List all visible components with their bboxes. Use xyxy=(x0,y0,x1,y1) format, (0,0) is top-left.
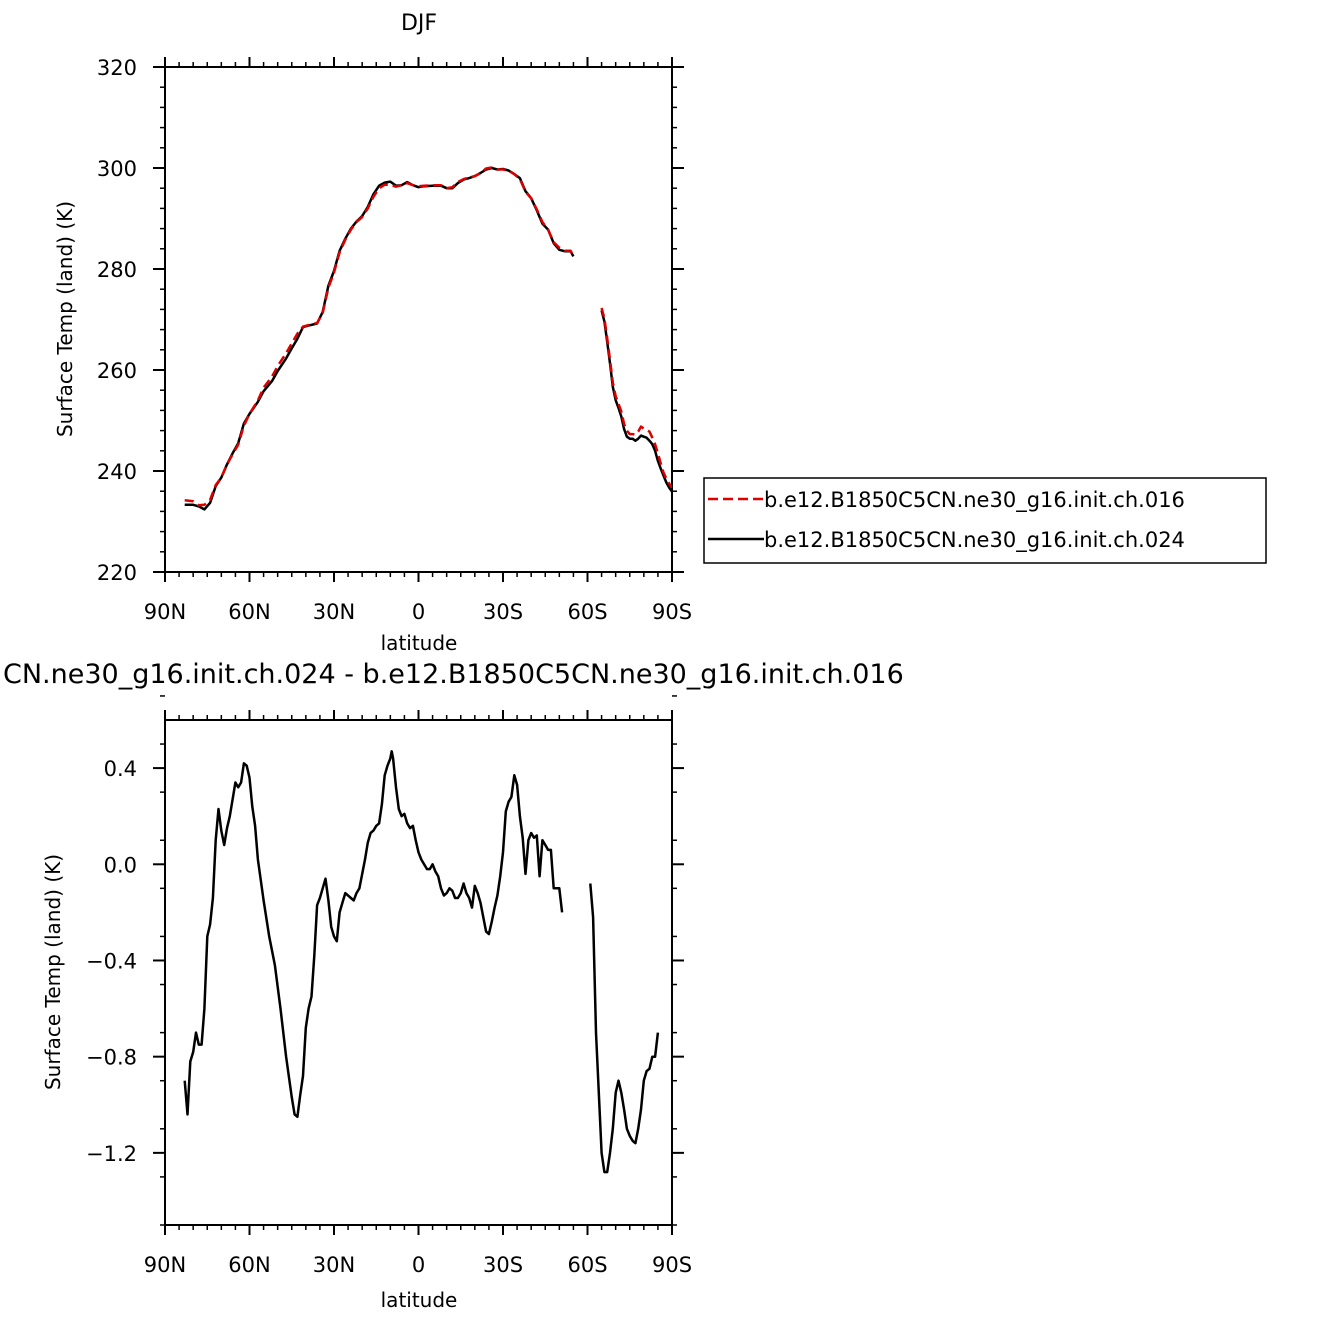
legend-box xyxy=(703,477,1267,564)
x-tick-label: 90S xyxy=(652,1253,692,1277)
x-tick-label: 60N xyxy=(228,1253,270,1277)
x-tick-label: 0 xyxy=(412,600,425,624)
x-tick-label: 30N xyxy=(313,1253,355,1277)
y-tick-label: −1.2 xyxy=(86,1142,137,1166)
series-line-1 xyxy=(184,166,575,507)
top-chart-legend: b.e12.B1850C5CN.ne30_g16.init.ch.016 b.e… xyxy=(703,477,1267,564)
x-tick-label: 90N xyxy=(144,600,186,624)
y-tick-label: 300 xyxy=(97,157,137,181)
y-tick-label: −0.4 xyxy=(86,949,137,973)
x-tick-label: 30S xyxy=(483,1253,523,1277)
series-line-1 xyxy=(183,750,564,1119)
x-tick-label: 60S xyxy=(567,1253,607,1277)
y-tick-label: 320 xyxy=(97,56,137,80)
x-tick-label: 90S xyxy=(652,600,692,624)
plot-frame xyxy=(164,719,673,1226)
y-tick-label: 280 xyxy=(97,258,137,282)
x-tick-label: 60N xyxy=(228,600,270,624)
top-chart-title: DJF xyxy=(401,11,437,36)
series-line-2 xyxy=(184,166,575,511)
x-tick-label: 60S xyxy=(567,600,607,624)
top-chart-y-axis-label: Surface Temp (land) (K) xyxy=(53,201,77,437)
bottom-chart-x-axis-label: latitude xyxy=(381,1288,458,1312)
x-tick-label: 30N xyxy=(313,600,355,624)
legend-label-series-1: b.e12.B1850C5CN.ne30_g16.init.ch.016 xyxy=(764,488,1185,513)
y-tick-label: 240 xyxy=(97,460,137,484)
bottom-chart: CN.ne30_g16.init.ch.024 - b.e12.B1850C5C… xyxy=(3,659,904,1312)
series-line-1 xyxy=(589,883,660,1174)
top-chart: DJF 90N 60N 30N 0 30S 60S 90S 220 240 260 280 300 32… xyxy=(53,11,1267,655)
x-tick-label: 0 xyxy=(412,1253,425,1277)
bottom-chart-y-axis-label: Surface Temp (land) (K) xyxy=(41,854,65,1090)
y-tick-label: −0.8 xyxy=(86,1046,137,1070)
series-line-1 xyxy=(600,307,672,489)
y-tick-label: 220 xyxy=(97,561,137,585)
bottom-chart-plot: 90N 60N 30N 0 30S 60S 90S 0.4 0.0 −0.4 −0.8 −1.2 xyxy=(86,695,692,1277)
series-line-2 xyxy=(600,310,672,493)
x-tick-label: 90N xyxy=(144,1253,186,1277)
y-tick-label: 260 xyxy=(97,359,137,383)
y-tick-label: 0.4 xyxy=(104,757,137,781)
top-chart-x-axis-label: latitude xyxy=(381,631,458,655)
legend-label-series-2: b.e12.B1850C5CN.ne30_g16.init.ch.024 xyxy=(764,528,1185,553)
y-tick-label: 0.0 xyxy=(104,853,137,877)
top-chart-plot: 90N 60N 30N 0 30S 60S 90S 220 240 260 280 300 320 xyxy=(97,56,692,624)
plot-frame xyxy=(164,66,673,573)
x-tick-label: 30S xyxy=(483,600,523,624)
bottom-chart-title: CN.ne30_g16.init.ch.024 - b.e12.B1850C5C… xyxy=(3,659,904,690)
